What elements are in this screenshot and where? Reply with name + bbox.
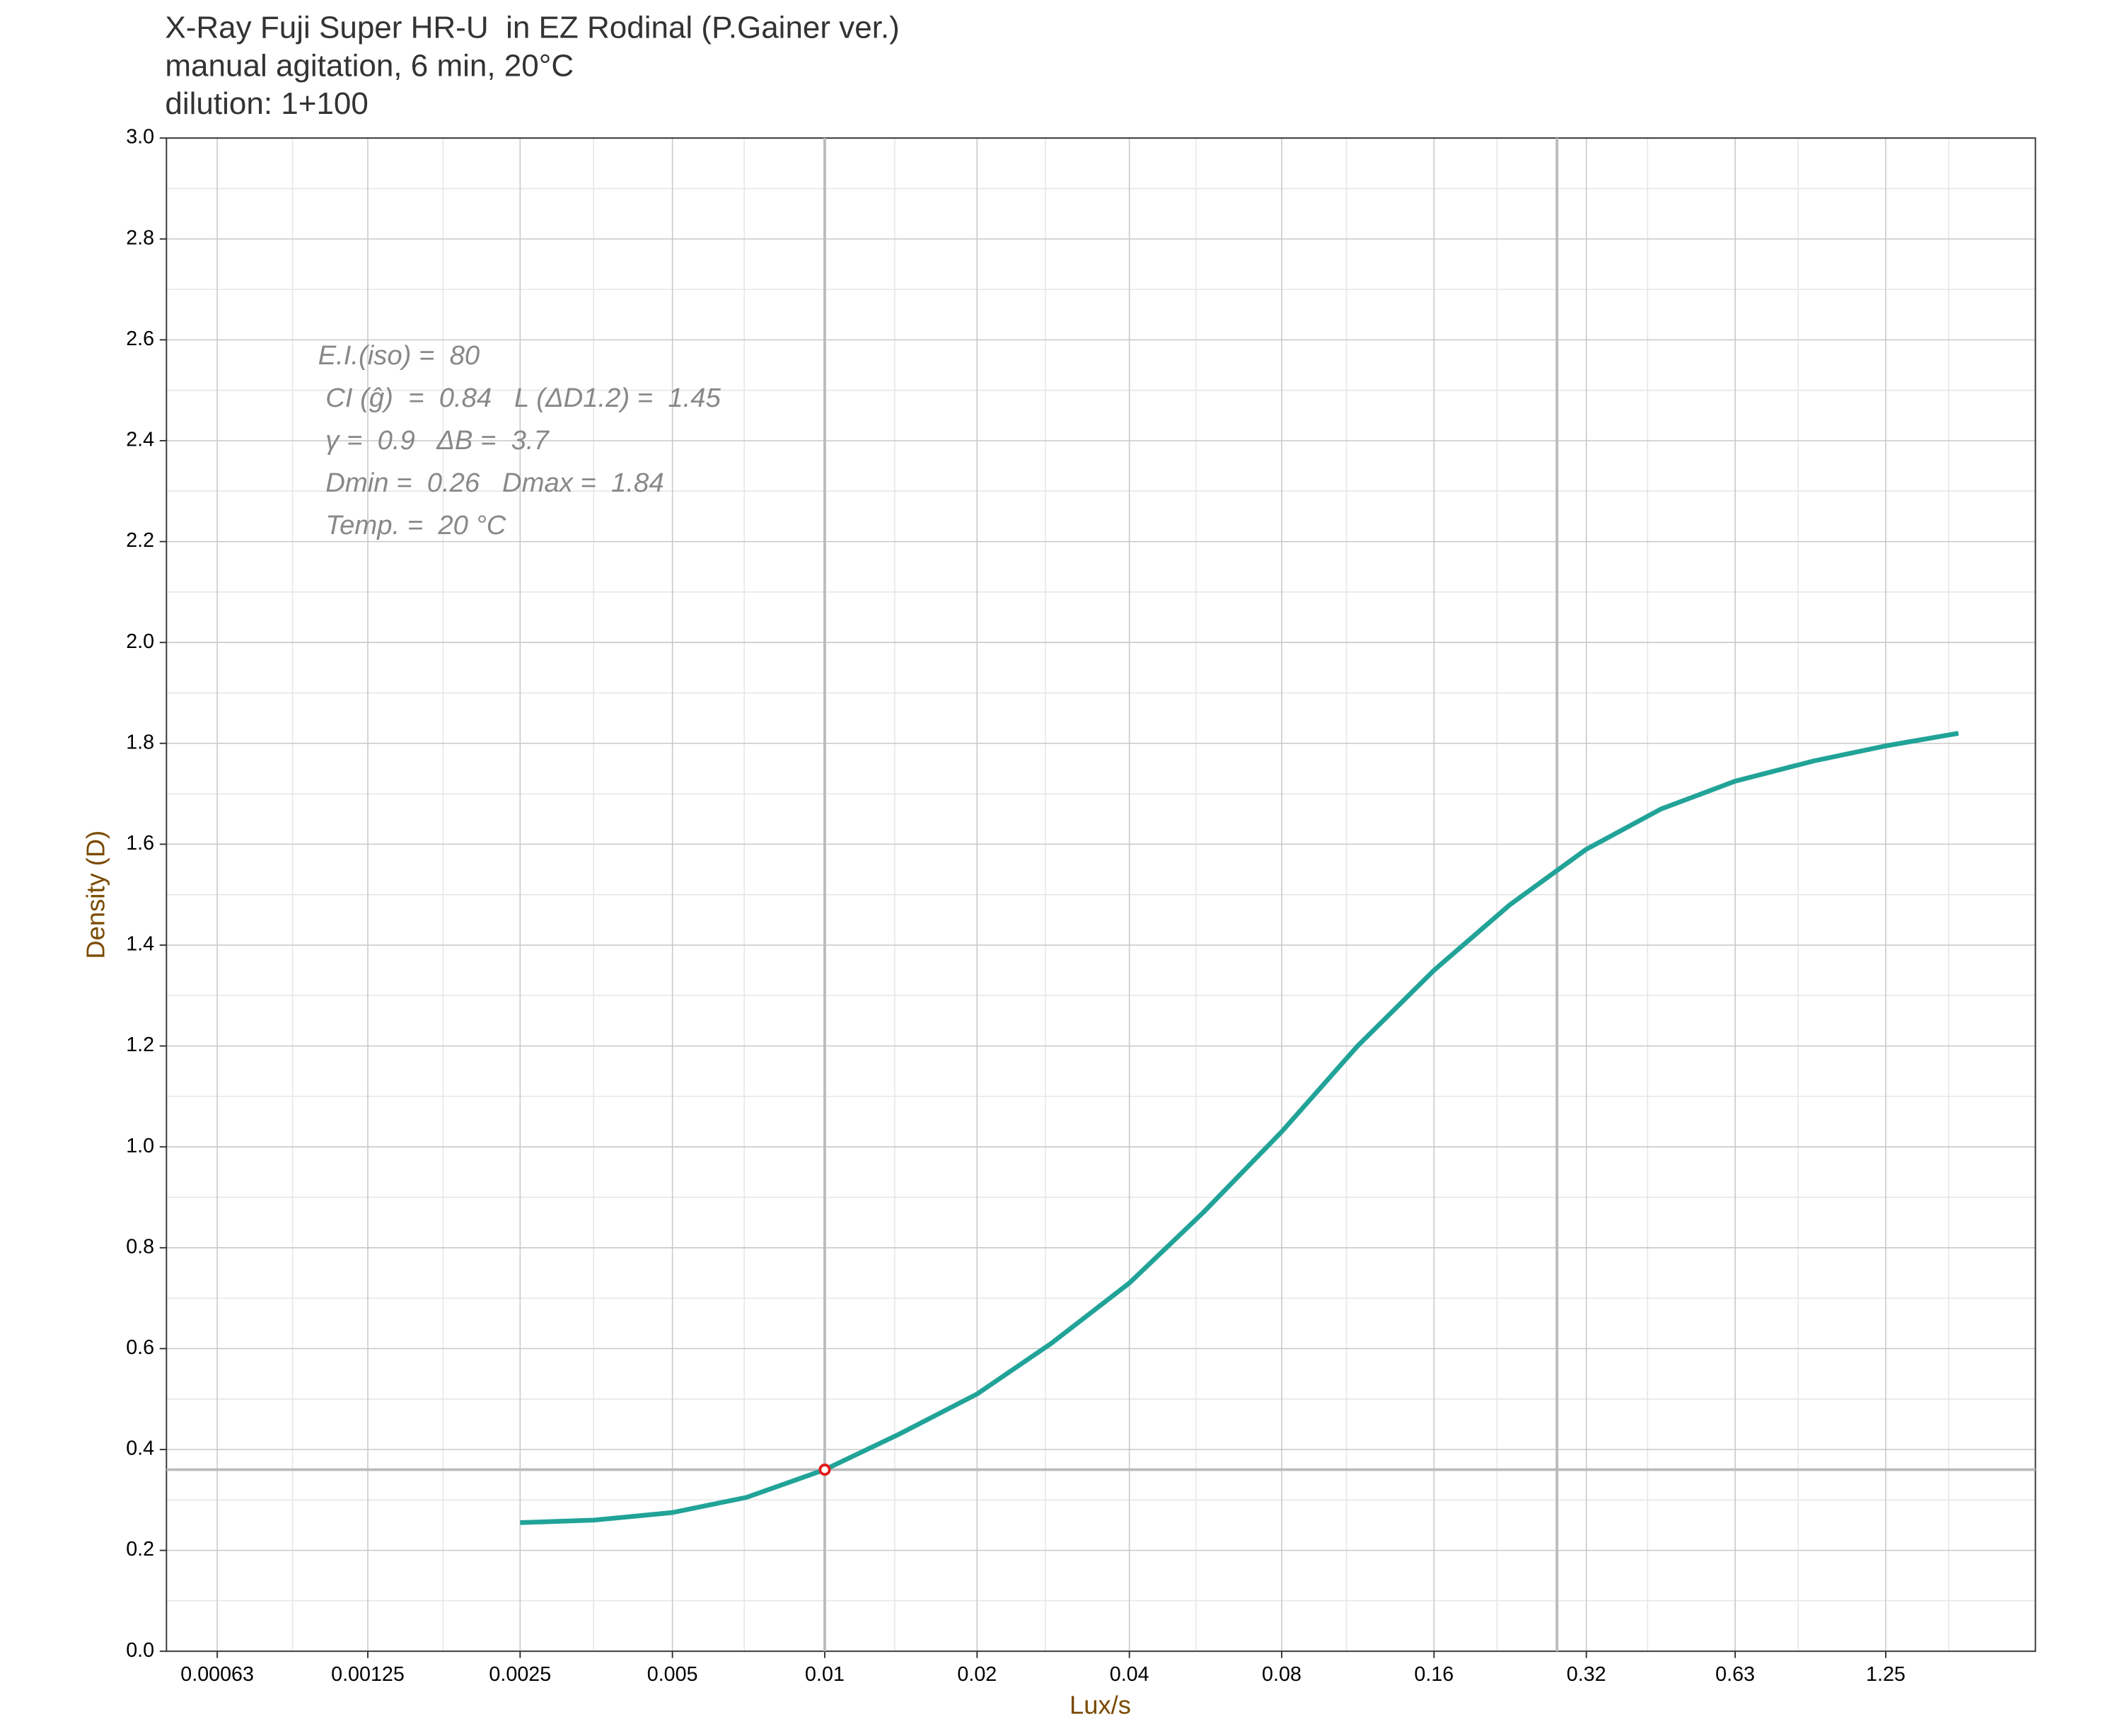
x-tick-label: 1.25 xyxy=(1866,1663,1906,1686)
y-tick-label: 1.8 xyxy=(126,731,154,753)
x-tick-label: 0.08 xyxy=(1262,1663,1301,1686)
y-tick-label: 2.2 xyxy=(126,529,154,552)
annotation: E.I.(iso) = 80 xyxy=(318,340,480,371)
y-tick-label: 3.0 xyxy=(126,126,154,149)
y-tick-label: 0.6 xyxy=(126,1336,154,1359)
y-tick-label: 1.6 xyxy=(126,832,154,855)
y-tick-label: 0.0 xyxy=(126,1639,154,1662)
curve xyxy=(520,731,1959,1525)
y-tick-label: 0.8 xyxy=(126,1235,154,1258)
y-tick-label: 0.4 xyxy=(126,1437,154,1460)
chart-subtitle: dilution: 1+100 xyxy=(165,86,368,121)
x-tick-label: 0.00125 xyxy=(331,1663,405,1686)
y-tick-label: 2.6 xyxy=(126,328,154,350)
y-tick-label: 1.2 xyxy=(126,1034,154,1056)
x-tick-label: 0.005 xyxy=(647,1663,698,1686)
annotation: γ = 0.9 ΔB = 3.7 xyxy=(318,425,550,456)
x-tick-label: 0.01 xyxy=(805,1663,845,1686)
y-tick-label: 2.4 xyxy=(126,429,154,451)
x-tick-label: 0.63 xyxy=(1715,1663,1755,1686)
x-tick-label: 0.02 xyxy=(957,1663,997,1686)
y-tick-label: 1.4 xyxy=(126,933,154,956)
x-tick-label: 0.00063 xyxy=(180,1663,254,1686)
x-tick-label: 0.04 xyxy=(1110,1663,1149,1686)
chart-title: X-Ray Fuji Super HR-U in EZ Rodinal (P.G… xyxy=(165,11,899,45)
y-tick-label: 0.2 xyxy=(126,1538,154,1561)
speed-point xyxy=(818,1463,831,1476)
y-tick-label: 1.0 xyxy=(126,1135,154,1157)
y-axis-label: Density (D) xyxy=(81,831,110,959)
annotation: Temp. = 20 °C xyxy=(318,510,506,540)
annotation: CI (ĝ) = 0.84 L (ΔD1.2) = 1.45 xyxy=(318,383,721,413)
chart-subtitle: manual agitation, 6 min, 20°C xyxy=(165,48,574,83)
x-tick-label: 0.0025 xyxy=(489,1663,551,1686)
y-tick-label: 2.8 xyxy=(126,226,154,249)
x-tick-label: 0.32 xyxy=(1567,1663,1606,1686)
x-axis-label: Lux/s xyxy=(1069,1690,1131,1719)
y-tick-label: 2.0 xyxy=(126,630,154,653)
plot-border xyxy=(166,137,2036,1653)
x-tick-label: 0.16 xyxy=(1414,1663,1454,1686)
annotation: Dmin = 0.26 Dmax = 1.84 xyxy=(318,468,664,498)
